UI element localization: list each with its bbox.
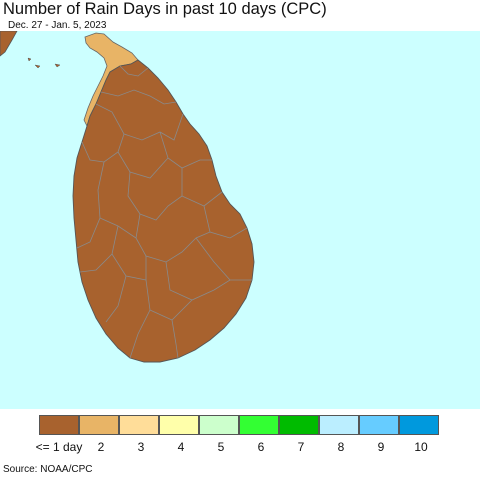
legend-color-bar — [39, 415, 439, 437]
legend-label: 9 — [377, 440, 385, 454]
map-title: Number of Rain Days in past 10 days (CPC… — [3, 0, 327, 18]
legend-label: 3 — [137, 440, 145, 454]
legend-swatch — [199, 415, 239, 435]
palk-strait-islands — [27, 57, 61, 69]
legend-swatch — [319, 415, 359, 435]
legend-swatch — [119, 415, 159, 435]
district-borders — [76, 65, 252, 359]
legend-label: 6 — [257, 440, 265, 454]
source-credit: Source: NOAA/CPC — [3, 464, 93, 475]
legend-swatch — [399, 415, 439, 435]
legend-label: 2 — [97, 440, 105, 454]
legend-swatch — [79, 415, 119, 435]
legend-label: 7 — [297, 440, 305, 454]
legend-label: 4 — [177, 440, 185, 454]
legend-label: 5 — [217, 440, 225, 454]
sri-lanka-map — [0, 31, 255, 363]
legend-labels: <= 1 day 2 3 4 5 6 7 8 9 10 — [0, 440, 480, 456]
india-coast — [0, 31, 18, 57]
legend-swatch — [279, 415, 319, 435]
map-area — [0, 31, 480, 409]
legend-swatch — [159, 415, 199, 435]
legend-label: 10 — [414, 440, 428, 454]
legend-swatch — [239, 415, 279, 435]
legend-label: 8 — [337, 440, 345, 454]
legend-swatch — [359, 415, 399, 435]
legend-label: <= 1 day — [35, 440, 83, 454]
map-date-range: Dec. 27 - Jan. 5, 2023 — [8, 20, 107, 31]
legend-swatch — [39, 415, 79, 435]
